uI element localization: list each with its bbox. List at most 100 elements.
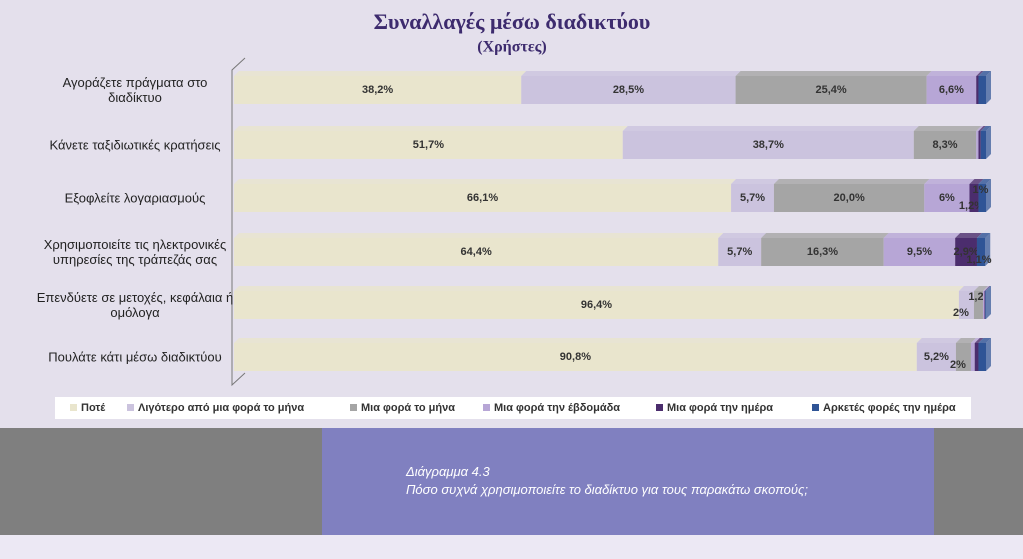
bar-segment [955,238,977,266]
value-label: 2% [950,359,966,371]
value-label: 28,5% [613,84,644,96]
bar-top [982,286,990,291]
bar-segment [978,76,986,104]
bar-segment [955,343,971,371]
legend-label: Μια φορά το μήνα [361,402,455,414]
bar-top [958,286,979,291]
legend-box [55,397,971,419]
value-label: 2% [953,307,969,319]
bar-top [731,179,779,184]
bar-top [924,179,975,184]
bar-top [974,338,984,343]
bar-top [883,233,961,238]
bar-segment [913,131,977,159]
value-label: 51,7% [413,139,444,151]
bar-segment [976,76,979,104]
bar-top [978,338,991,343]
legend-label: Μια φορά την έβδομάδα [494,402,620,414]
bar-segment [234,184,732,212]
bar-segment [773,184,925,212]
bar-top [234,338,922,343]
bar-segment [234,76,522,104]
bar-top [955,233,982,238]
category-label: Εξοφλείτε λογαριασμούς [64,190,206,206]
bar-top [976,233,991,238]
value-label: 1,1% [966,254,991,266]
value-label: 5,7% [727,246,752,258]
bar-top [234,286,964,291]
bar-segment [234,131,623,159]
value-label: 9,5% [907,246,932,258]
legend-label: Λιγότερο από μια φορά το μήνα [138,402,304,414]
bar-segment [234,291,959,319]
value-label: 16,3% [807,246,838,258]
chart-subtitle: (Χρήστες) [477,39,547,56]
value-label: 2,9% [954,246,979,258]
value-label: 20,0% [834,192,865,204]
bar-top [984,286,991,291]
bar-segment [958,291,974,319]
bar-top [955,338,976,343]
value-label: 5,2% [924,351,949,363]
bar-side [986,71,991,104]
value-label: 5,7% [740,192,765,204]
axis-wall [231,57,246,387]
bar-segment [978,184,986,212]
bar-segment [731,184,774,212]
bar-segment [883,238,956,266]
value-label: 90,8% [560,351,591,363]
chart: Συναλλαγές μέσω διαδικτύου (Χρήστες) 38,… [55,9,992,419]
bar-segment [978,343,986,371]
bar-segment [973,291,983,319]
value-label: 1,2 [968,291,983,303]
legend-swatch [350,404,357,411]
value-label: 6,6% [939,84,964,96]
legend-label: Αρκετές φορές την ημέρα [823,402,956,414]
caption-number: Διάγραμμα 4.3 [406,464,490,479]
bar-top [521,71,741,76]
value-label: 25,4% [815,84,846,96]
bar-top [761,233,889,238]
bar-top [234,126,628,131]
legend-label: Μια φορά την ημέρα [667,402,773,414]
bar-segment [622,131,914,159]
bar-top [234,71,527,76]
caption-text: Πόσο συχνά χρησιμοποιείτε το διαδίκτυο γ… [406,482,808,497]
value-label: 6% [939,192,955,204]
bar-top [973,286,988,291]
bar-top [978,71,991,76]
bar-top [234,233,724,238]
legend-swatch [483,404,490,411]
bar-segment [982,291,985,319]
legend-swatch [656,404,663,411]
bar-side [986,179,991,212]
bar-top [926,71,982,76]
chart-title: Συναλλαγές μέσω διαδικτύου [374,9,651,34]
bar-segment [761,238,884,266]
bar-segment [234,343,917,371]
bar-segment [970,343,975,371]
category-label: Χρησιμοποιείτε τις ηλεκτρονικές υπηρεσίε… [43,237,227,267]
bar-top [622,126,919,131]
bar-segment [984,291,986,319]
bar-segment [926,76,977,104]
value-label: 64,4% [461,246,492,258]
bar-top [978,126,986,131]
bar-top [969,179,984,184]
value-label: 1% [973,184,989,196]
value-label: 8,3% [932,139,957,151]
bar-top [913,126,982,131]
bar-segment [924,184,970,212]
bar-top [970,338,980,343]
bar-side [986,126,991,159]
value-label: 38,7% [753,139,784,151]
legend-swatch [127,404,134,411]
bar-top [985,286,991,291]
value-label: 66,1% [467,192,498,204]
bar-top [976,126,984,131]
bar-segment [978,131,981,159]
legend-label: Ποτέ [81,402,106,414]
value-label: 38,2% [362,84,393,96]
bar-top [916,338,961,343]
